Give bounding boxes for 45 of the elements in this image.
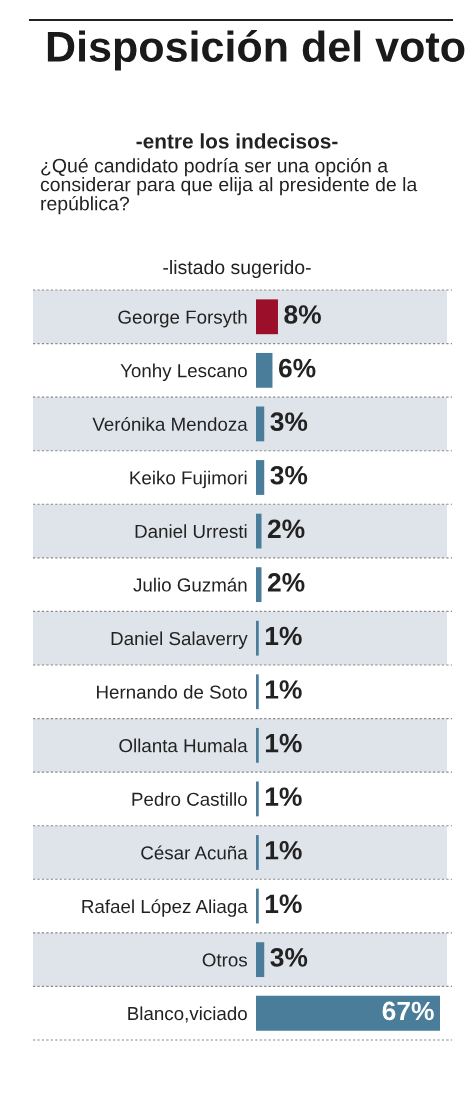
bar (256, 299, 278, 335)
y-tick-label: Yonhy Lescano (120, 363, 247, 382)
bar (256, 567, 262, 603)
bar (256, 995, 440, 1031)
data-label: 2% (267, 573, 305, 592)
data-label: 1% (265, 733, 302, 753)
data-label: 3% (270, 948, 308, 967)
y-tick-label: Rafael López Aliaga (82, 899, 248, 917)
bar (256, 406, 265, 442)
data-label: 1% (265, 894, 302, 914)
bar (256, 888, 259, 924)
bar (256, 460, 265, 495)
bar (256, 674, 259, 710)
bar (256, 620, 259, 656)
chart-subtitle: -entre los indecisos- (136, 133, 338, 149)
text: -listado sugerido- (163, 259, 311, 279)
bar (256, 781, 259, 817)
data-label: 2% (267, 519, 305, 539)
data-label: 3% (270, 412, 308, 432)
data-label: 1% (265, 840, 302, 860)
data-label: 1% (265, 626, 302, 646)
bar (256, 835, 259, 870)
y-tick-label: Ollanta Humala (119, 738, 248, 753)
y-tick-label: César Acuña (141, 845, 248, 860)
y-tick-label: Keiko Fujimori (130, 470, 247, 489)
data-label: 1% (265, 680, 302, 699)
bar (256, 942, 265, 978)
y-tick-label: Blanco,viciado (128, 1006, 247, 1023)
y-tick-label: George Forsyth (118, 309, 247, 328)
bar (256, 352, 273, 388)
y-tick-label: Otros (202, 953, 247, 967)
data-label: 3% (270, 465, 308, 485)
data-label: 8% (284, 305, 321, 324)
y-tick-label: Verónika Mendoza (92, 416, 248, 431)
y-tick-label: Julio Guzmán (133, 577, 247, 592)
data-label: 1% (265, 787, 302, 806)
text: ¿Qué candidato podría ser una opción a considerar para que elija al presidente de la república? (40, 158, 418, 215)
y-tick-label: Daniel Salaverry (111, 631, 248, 649)
y-tick-label: Pedro Castillo (132, 792, 247, 806)
y-tick-label: Hernando de Soto (97, 684, 247, 699)
chart-title: Disposición del voto (47, 30, 465, 71)
y-tick-label: Daniel Urresti (135, 524, 247, 539)
bar (256, 727, 259, 763)
data-label: 67% (382, 1001, 434, 1021)
data-label: 6% (278, 358, 316, 378)
